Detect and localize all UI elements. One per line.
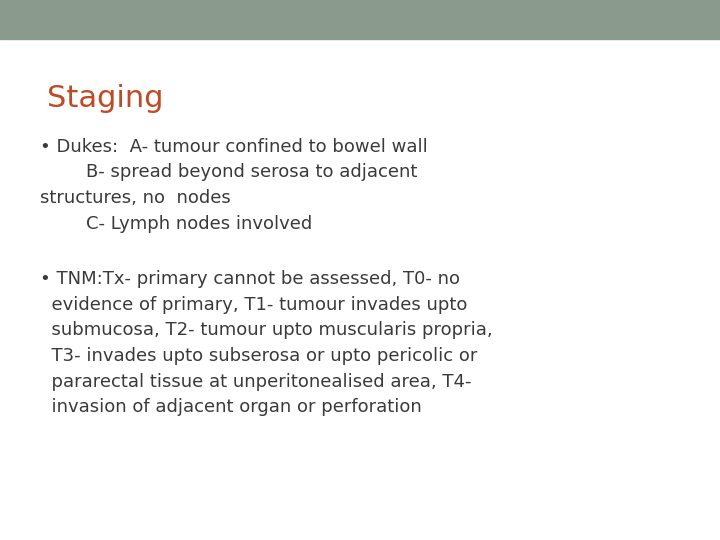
Text: • TNM:Tx- primary cannot be assessed, T0- no
  evidence of primary, T1- tumour i: • TNM:Tx- primary cannot be assessed, T0…	[40, 270, 492, 416]
Text: Staging: Staging	[47, 84, 163, 113]
FancyBboxPatch shape	[0, 0, 720, 39]
Text: • Dukes:  A- tumour confined to bowel wall
        B- spread beyond serosa to ad: • Dukes: A- tumour confined to bowel wal…	[40, 138, 428, 233]
